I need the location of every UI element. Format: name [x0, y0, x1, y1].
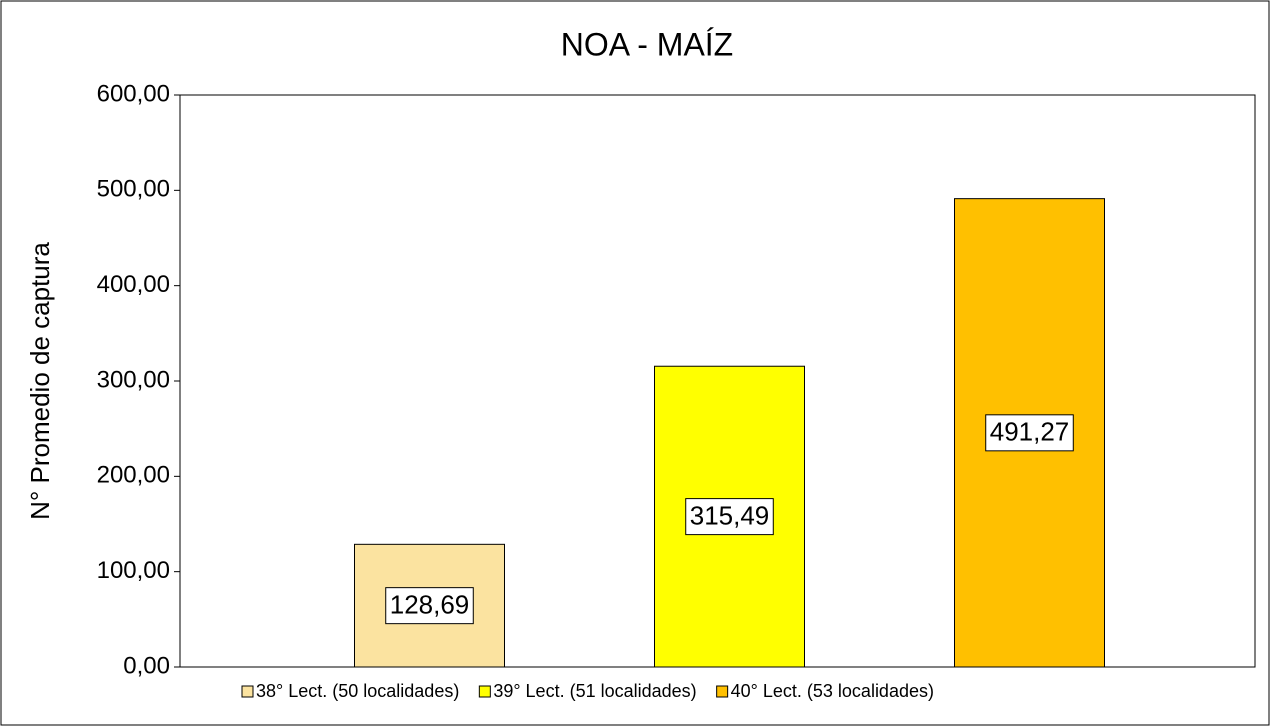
legend-label: 38° Lect. (50 localidades) [256, 681, 459, 701]
legend-swatch [241, 685, 254, 698]
data-label: 491,27 [990, 417, 1070, 447]
data-label-box [685, 498, 774, 536]
y-tick-label: 500,00 [97, 176, 170, 203]
data-label-box [385, 587, 474, 625]
y-tick-label: 600,00 [97, 80, 170, 107]
y-tick-label: 0,00 [123, 652, 170, 679]
data-label: 128,69 [390, 590, 470, 620]
data-label-box [985, 414, 1074, 452]
legend-swatch [478, 685, 491, 698]
legend-label: 40° Lect. (53 localidades) [731, 681, 934, 701]
legend-label: 39° Lect. (51 localidades) [493, 681, 696, 701]
y-tick-label: 200,00 [97, 462, 170, 489]
y-tick-label: 100,00 [97, 557, 170, 584]
data-label: 315,49 [690, 500, 770, 530]
y-axis-label: N° Promedio de captura [25, 242, 55, 520]
y-tick-label: 400,00 [97, 271, 170, 298]
chart-title: NOA - MAÍZ [561, 26, 733, 62]
legend-swatch [716, 685, 729, 698]
y-tick-label: 300,00 [97, 366, 170, 393]
